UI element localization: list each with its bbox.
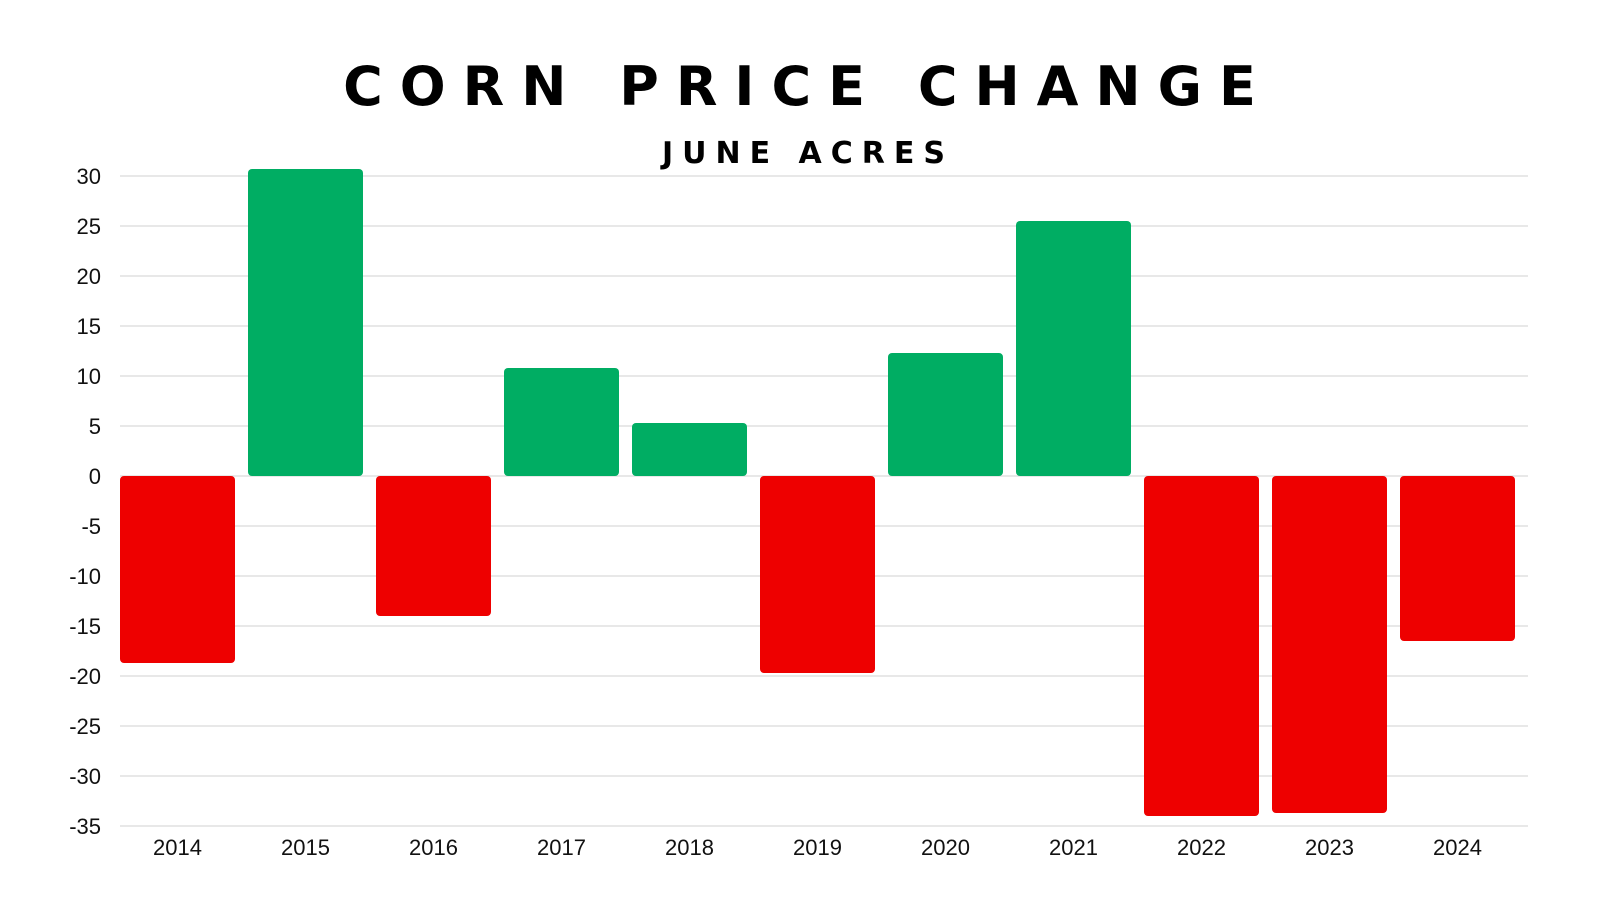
y-axis-ticks: 30 25 20 15 10 5 0 -5 -10 -15 -20 -25 -30 -35 bbox=[69, 164, 101, 839]
bars bbox=[120, 169, 1515, 816]
x-tick-label: 2016 bbox=[409, 835, 458, 860]
x-tick-label: 2021 bbox=[1049, 835, 1098, 860]
y-tick-label: -35 bbox=[69, 814, 101, 839]
bar-2022 bbox=[1144, 476, 1259, 816]
y-tick-label: -5 bbox=[81, 514, 101, 539]
bar-2023 bbox=[1272, 476, 1387, 813]
x-tick-label: 2024 bbox=[1433, 835, 1482, 860]
bar-2018 bbox=[632, 423, 747, 476]
y-tick-label: -10 bbox=[69, 564, 101, 589]
y-tick-label: 15 bbox=[77, 314, 101, 339]
x-tick-label: 2020 bbox=[921, 835, 970, 860]
x-tick-label: 2018 bbox=[665, 835, 714, 860]
y-tick-label: 10 bbox=[77, 364, 101, 389]
bar-2014 bbox=[120, 476, 235, 663]
bar-2020 bbox=[888, 353, 1003, 476]
chart-title: CORN PRICE CHANGE bbox=[343, 55, 1273, 118]
bar-2021 bbox=[1016, 221, 1131, 476]
chart-subtitle: JUNE ACRES bbox=[660, 136, 954, 171]
bar-2019 bbox=[760, 476, 875, 673]
x-tick-label: 2019 bbox=[793, 835, 842, 860]
y-tick-label: -25 bbox=[69, 714, 101, 739]
x-tick-label: 2023 bbox=[1305, 835, 1354, 860]
bar-2015 bbox=[248, 169, 363, 476]
y-tick-label: 20 bbox=[77, 264, 101, 289]
x-axis-ticks: 2014 2015 2016 2017 2018 2019 2020 2021 2022 2023… bbox=[153, 835, 1482, 860]
y-tick-label: -15 bbox=[69, 614, 101, 639]
x-tick-label: 2015 bbox=[281, 835, 330, 860]
y-tick-label: 5 bbox=[89, 414, 101, 439]
bar-2016 bbox=[376, 476, 491, 616]
y-tick-label: 0 bbox=[89, 464, 101, 489]
y-tick-label: -30 bbox=[69, 764, 101, 789]
x-tick-label: 2022 bbox=[1177, 835, 1226, 860]
bar-2024 bbox=[1400, 476, 1515, 641]
x-tick-label: 2017 bbox=[537, 835, 586, 860]
y-tick-label: 25 bbox=[77, 214, 101, 239]
y-tick-label: 30 bbox=[77, 164, 101, 189]
x-tick-label: 2014 bbox=[153, 835, 202, 860]
bar-2017 bbox=[504, 368, 619, 476]
y-tick-label: -20 bbox=[69, 664, 101, 689]
